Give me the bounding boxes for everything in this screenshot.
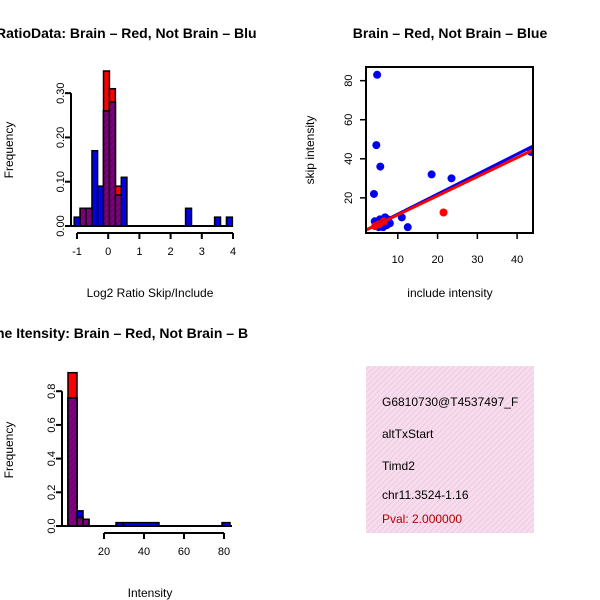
scatter-x-tick-label: 30 <box>471 254 483 266</box>
info-probe-id: G6810730@T4537497_F <box>382 395 518 409</box>
ratio-histogram-x-tick-label: 4 <box>230 246 236 258</box>
scatter-point-not-brain <box>369 189 378 198</box>
scatter-y-tick-label: 60 <box>343 114 355 126</box>
scatter-x-tick-label: 20 <box>431 254 443 266</box>
scatter-point-not-brain <box>372 141 381 150</box>
intensity-histogram-bar-overlap <box>82 518 90 527</box>
ratio-histogram-bar-not-brain <box>213 216 222 227</box>
scatter-point-not-brain <box>447 174 456 183</box>
ratio-histogram-bar-overlap <box>102 110 111 227</box>
ratio-histogram-panel: RatioData: Brain – Red, Not Brain – Blu … <box>0 25 257 300</box>
ratio-histogram-y-tick-label: 0.20 <box>55 127 67 148</box>
scatter-y-tick-label: 80 <box>343 75 355 87</box>
intensity-histogram-panel: ne Itensity: Brain – Red, Not Brain – B … <box>0 325 248 600</box>
scatter-x-tick-label: 10 <box>392 254 404 266</box>
intensity-histogram-x-tick-label: 40 <box>138 546 150 558</box>
intensity-histogram-y-label: Frequency <box>2 422 16 479</box>
intensity-histogram-bars <box>67 371 231 527</box>
scatter-points <box>366 70 533 232</box>
intensity-histogram-axes: 20 40 60 80 0.0 0.2 0.4 0.6 0.8 <box>46 384 232 558</box>
scatter-plot-frame <box>365 66 534 234</box>
ratio-histogram-bar-not-brain <box>91 149 99 227</box>
scatter-x-label: include intensity <box>407 286 492 300</box>
ratio-histogram-x-label: Log2 Ratio Skip/Include <box>87 286 214 300</box>
ratio-histogram-title: RatioData: Brain – Red, Not Brain – Blu <box>0 25 257 41</box>
info-box-background <box>366 366 534 533</box>
ratio-histogram-bar-not-brain <box>73 216 81 227</box>
ratio-histogram-bar-overlap <box>79 207 87 227</box>
ratio-histogram-bar-overlap <box>108 101 117 227</box>
intensity-histogram-x-tick-label: 80 <box>218 546 230 558</box>
scatter-y-tick-label: 20 <box>343 192 355 204</box>
ratio-histogram-x-tick-label: -1 <box>72 246 82 258</box>
scatter-axes: 10 20 30 40 20 40 60 80 <box>343 66 534 266</box>
intensity-histogram-y-tick-label: 0.2 <box>46 485 58 500</box>
intensity-histogram-bar-overlap <box>76 516 84 527</box>
intensity-histogram-y-tick-label: 0.8 <box>46 384 58 399</box>
intensity-histogram-bar-overlap <box>67 397 78 527</box>
scatter-y-label: skip intensity <box>303 116 317 185</box>
scatter-point-not-brain <box>376 162 385 171</box>
ratio-histogram-y-label: Frequency <box>2 122 16 179</box>
ratio-histogram-x-tick-label: 3 <box>199 246 205 258</box>
scatter-point-not-brain <box>403 223 412 232</box>
ratio-histogram-x-tick-label: 1 <box>136 246 142 258</box>
scatter-panel: Brain – Red, Not Brain – Blue 10 20 30 40 20… <box>303 25 547 300</box>
ratio-histogram-x-tick-label: 0 <box>105 246 111 258</box>
ratio-histogram-bar-not-brain <box>120 176 128 227</box>
scatter-fit-line-brain <box>366 148 533 232</box>
scatter-point-not-brain <box>373 70 382 79</box>
info-event-type: altTxStart <box>382 427 434 441</box>
ratio-histogram-y-tick-label: 0.30 <box>55 82 67 103</box>
scatter-title: Brain – Red, Not Brain – Blue <box>353 25 548 41</box>
ratio-histogram-x-tick-label: 2 <box>168 246 174 258</box>
intensity-histogram-x-tick-label: 60 <box>178 546 190 558</box>
info-gene-name: Timd2 <box>382 459 415 473</box>
intensity-histogram-y-tick-label: 0.0 <box>46 518 58 533</box>
intensity-histogram-x-label: Intensity <box>128 586 173 600</box>
intensity-histogram-title: ne Itensity: Brain – Red, Not Brain – B <box>0 325 248 341</box>
ratio-histogram-bar-not-brain <box>184 207 193 227</box>
info-location: chr11.3524-1.16 <box>382 488 469 502</box>
scatter-point-brain <box>439 208 448 217</box>
ratio-histogram-bars <box>73 70 234 227</box>
ratio-histogram-axes: -1 0 1 2 3 4 0.00 0.10 0.20 0.30 <box>55 82 236 258</box>
intensity-histogram-y-tick-label: 0.6 <box>46 417 58 432</box>
ratio-histogram-bar-not-brain <box>96 185 105 227</box>
ratio-histogram-bar-overlap <box>114 194 123 227</box>
intensity-histogram-x-tick-label: 20 <box>98 546 110 558</box>
scatter-point-not-brain <box>427 170 436 179</box>
ratio-histogram-y-tick-label: 0.10 <box>55 171 67 192</box>
scatter-y-tick-label: 40 <box>343 153 355 165</box>
ratio-histogram-bar-overlap <box>85 207 93 227</box>
ratio-histogram-bar-not-brain <box>225 216 234 227</box>
ratio-histogram-y-tick-label: 0.00 <box>55 215 67 236</box>
scatter-x-tick-label: 40 <box>511 254 523 266</box>
info-pval: Pval: 2.000000 <box>382 512 462 526</box>
info-panel: G6810730@T4537497_F altTxStart Timd2 chr… <box>366 366 534 533</box>
intensity-histogram-y-tick-label: 0.4 <box>46 451 58 466</box>
